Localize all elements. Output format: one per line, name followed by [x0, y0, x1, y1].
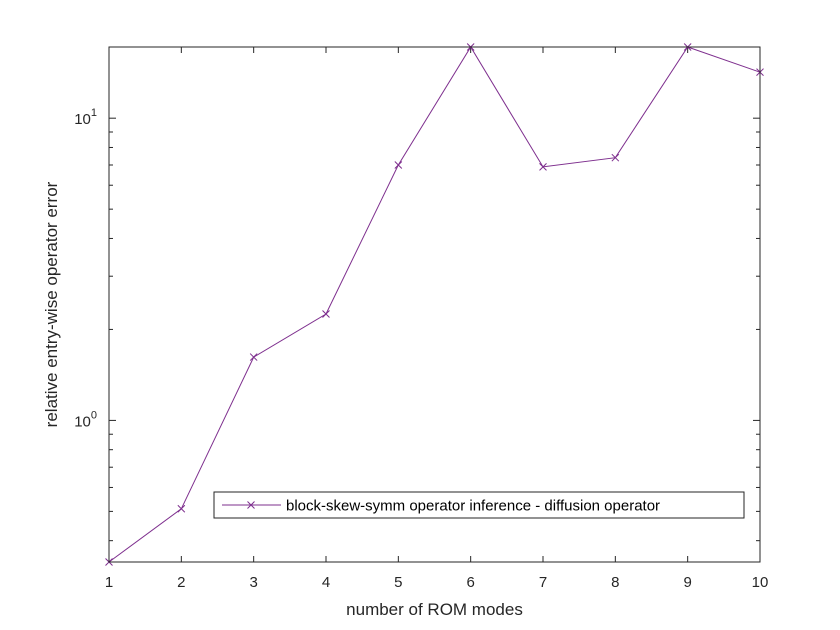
plot-frame [108, 46, 761, 563]
x-tick-label: 8 [611, 574, 619, 591]
data-point-marker [394, 161, 403, 169]
x-tick-label: 9 [683, 574, 691, 591]
plot-area [109, 47, 760, 562]
y-tick-label: 100 [74, 409, 97, 430]
data-point-marker [322, 310, 330, 318]
legend-marker-x [247, 501, 255, 509]
y-tick-label: 101 [74, 107, 97, 128]
x-tick-label: 3 [249, 574, 257, 591]
x-tick-label: 5 [394, 574, 402, 591]
data-point-marker [249, 353, 258, 361]
y-axis-label: relative entry-wise operator error [42, 181, 61, 427]
x-tick-label: 7 [539, 574, 547, 591]
data-point-marker [539, 163, 547, 171]
legend-entry-label: block-skew-symm operator inference - dif… [286, 498, 660, 515]
x-axis-label: number of ROM modes [346, 600, 523, 619]
legend-box [213, 491, 745, 519]
labels-layer: 1 2 3 4 5 6 7 8 9 10 100 101 [74, 107, 768, 591]
x-tick-label: 6 [466, 574, 474, 591]
x-tick-label: 2 [177, 574, 185, 591]
series-line [108, 46, 761, 563]
x-tick-label: 4 [322, 574, 330, 591]
data-point-marker [611, 153, 620, 162]
x-tick-label: 10 [752, 574, 769, 591]
legend: block-skew-symm operator inference - dif… [213, 491, 745, 519]
x-tick-label: 1 [105, 574, 113, 591]
data-point-marker [177, 504, 186, 513]
